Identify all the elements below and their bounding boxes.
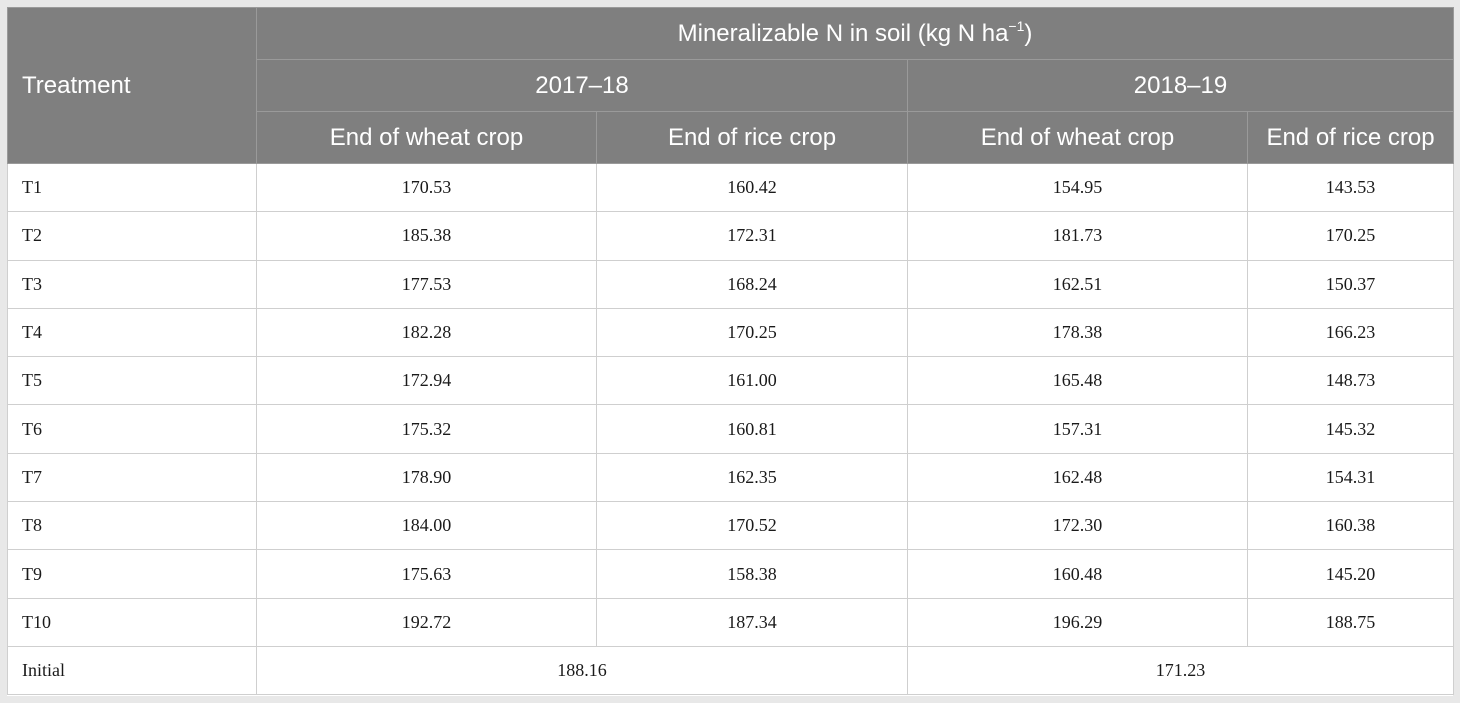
group-title-text: Mineralizable N in soil (kg N ha	[677, 19, 1009, 47]
table-cell: 184.00	[256, 501, 597, 551]
table-cell: 182.28	[256, 307, 597, 358]
table-cell: 188.75	[1246, 597, 1455, 647]
header-row-years: 2017–18 2018–19	[8, 59, 1455, 112]
year-header-2018-19: 2018–19	[906, 59, 1455, 112]
initial-row: Initial 188.16 171.23	[7, 645, 1455, 696]
table-cell: 148.73	[1246, 356, 1455, 406]
row-label: T10	[7, 597, 257, 647]
table-cell: 168.24	[596, 259, 908, 309]
table-frame: Treatment Mineralizable N in soil (kg N …	[7, 7, 1455, 696]
table-cell: 154.31	[1246, 452, 1455, 503]
table-cell: 170.53	[256, 162, 597, 213]
table-cell: 160.38	[1246, 501, 1455, 551]
table-cell: 170.25	[596, 307, 908, 358]
table-cell: 162.48	[907, 452, 1248, 503]
initial-value-2018-19: 171.23	[906, 645, 1455, 696]
subcolumn-header: End of wheat crop	[256, 111, 597, 164]
table-cell: 154.95	[907, 162, 1248, 213]
group-title-superscript: −1	[1008, 17, 1025, 34]
row-label: T8	[7, 501, 257, 551]
table-cell: 165.48	[907, 356, 1248, 406]
table-cell: 145.32	[1246, 404, 1455, 454]
row-label: T2	[7, 211, 257, 261]
table-cell: 185.38	[256, 211, 597, 261]
table-cell: 170.25	[1246, 211, 1455, 261]
table-cell: 166.23	[1246, 307, 1455, 358]
table-cell: 160.48	[907, 549, 1248, 599]
table-row: T7 178.90 162.35 162.48 154.31	[7, 452, 1455, 503]
table-cell: 157.31	[907, 404, 1248, 454]
table-cell: 161.00	[596, 356, 908, 406]
group-column-header: Mineralizable N in soil (kg N ha−1)	[255, 7, 1455, 60]
row-label: T6	[7, 404, 257, 454]
year-header-2017-18: 2017–18	[256, 59, 908, 112]
row-label: T7	[7, 452, 257, 503]
table-row: T6 175.32 160.81 157.31 145.32	[7, 404, 1455, 454]
table-cell: 162.51	[907, 259, 1248, 309]
table-cell: 172.30	[907, 501, 1248, 551]
table-cell: 175.32	[256, 404, 597, 454]
table-cell: 192.72	[256, 597, 597, 647]
table-cell: 181.73	[907, 211, 1248, 261]
row-label: Initial	[7, 645, 257, 696]
table-cell: 178.90	[256, 452, 597, 503]
subcolumn-header: End of rice crop	[1246, 111, 1455, 164]
table-row: T3 177.53 168.24 162.51 150.37	[7, 259, 1455, 309]
table-row: T1 170.53 160.42 154.95 143.53	[7, 162, 1455, 213]
table-cell: 162.35	[596, 452, 908, 503]
subcolumn-header: End of rice crop	[596, 111, 908, 164]
table-row: T9 175.63 158.38 160.48 145.20	[7, 549, 1455, 599]
table-header: Treatment Mineralizable N in soil (kg N …	[7, 7, 1455, 164]
table-cell: 145.20	[1246, 549, 1455, 599]
subcolumn-header: End of wheat crop	[907, 111, 1248, 164]
table-row: T10 192.72 187.34 196.29 188.75	[7, 597, 1455, 647]
row-label: T5	[7, 356, 257, 406]
initial-value-2017-18: 188.16	[256, 645, 908, 696]
table-row: T8 184.00 170.52 172.30 160.38	[7, 501, 1455, 551]
table-body: T1 170.53 160.42 154.95 143.53 T2 185.38…	[7, 162, 1455, 696]
header-row-subcolumns: End of wheat crop End of rice crop End o…	[8, 111, 1455, 164]
table-cell: 187.34	[596, 597, 908, 647]
table-cell: 177.53	[256, 259, 597, 309]
treatment-column-header: Treatment	[7, 7, 257, 164]
table-row: T5 172.94 161.00 165.48 148.73	[7, 356, 1455, 406]
group-title-close: )	[1024, 19, 1033, 47]
mineralizable-n-table: Treatment Mineralizable N in soil (kg N …	[7, 7, 1455, 696]
row-label: T4	[7, 307, 257, 358]
table-cell: 172.94	[256, 356, 597, 406]
table-cell: 158.38	[596, 549, 908, 599]
table-cell: 143.53	[1246, 162, 1455, 213]
table-cell: 160.81	[596, 404, 908, 454]
row-label: T3	[7, 259, 257, 309]
table-cell: 170.52	[596, 501, 908, 551]
table-row: T4 182.28 170.25 178.38 166.23	[7, 307, 1455, 358]
table-cell: 160.42	[596, 162, 908, 213]
table-cell: 178.38	[907, 307, 1248, 358]
table-cell: 172.31	[596, 211, 908, 261]
table-cell: 175.63	[256, 549, 597, 599]
row-label: T9	[7, 549, 257, 599]
row-label: T1	[7, 162, 257, 213]
table-row: T2 185.38 172.31 181.73 170.25	[7, 211, 1455, 261]
header-row-group: Treatment Mineralizable N in soil (kg N …	[7, 7, 1455, 164]
table-cell: 196.29	[907, 597, 1248, 647]
table-cell: 150.37	[1246, 259, 1455, 309]
